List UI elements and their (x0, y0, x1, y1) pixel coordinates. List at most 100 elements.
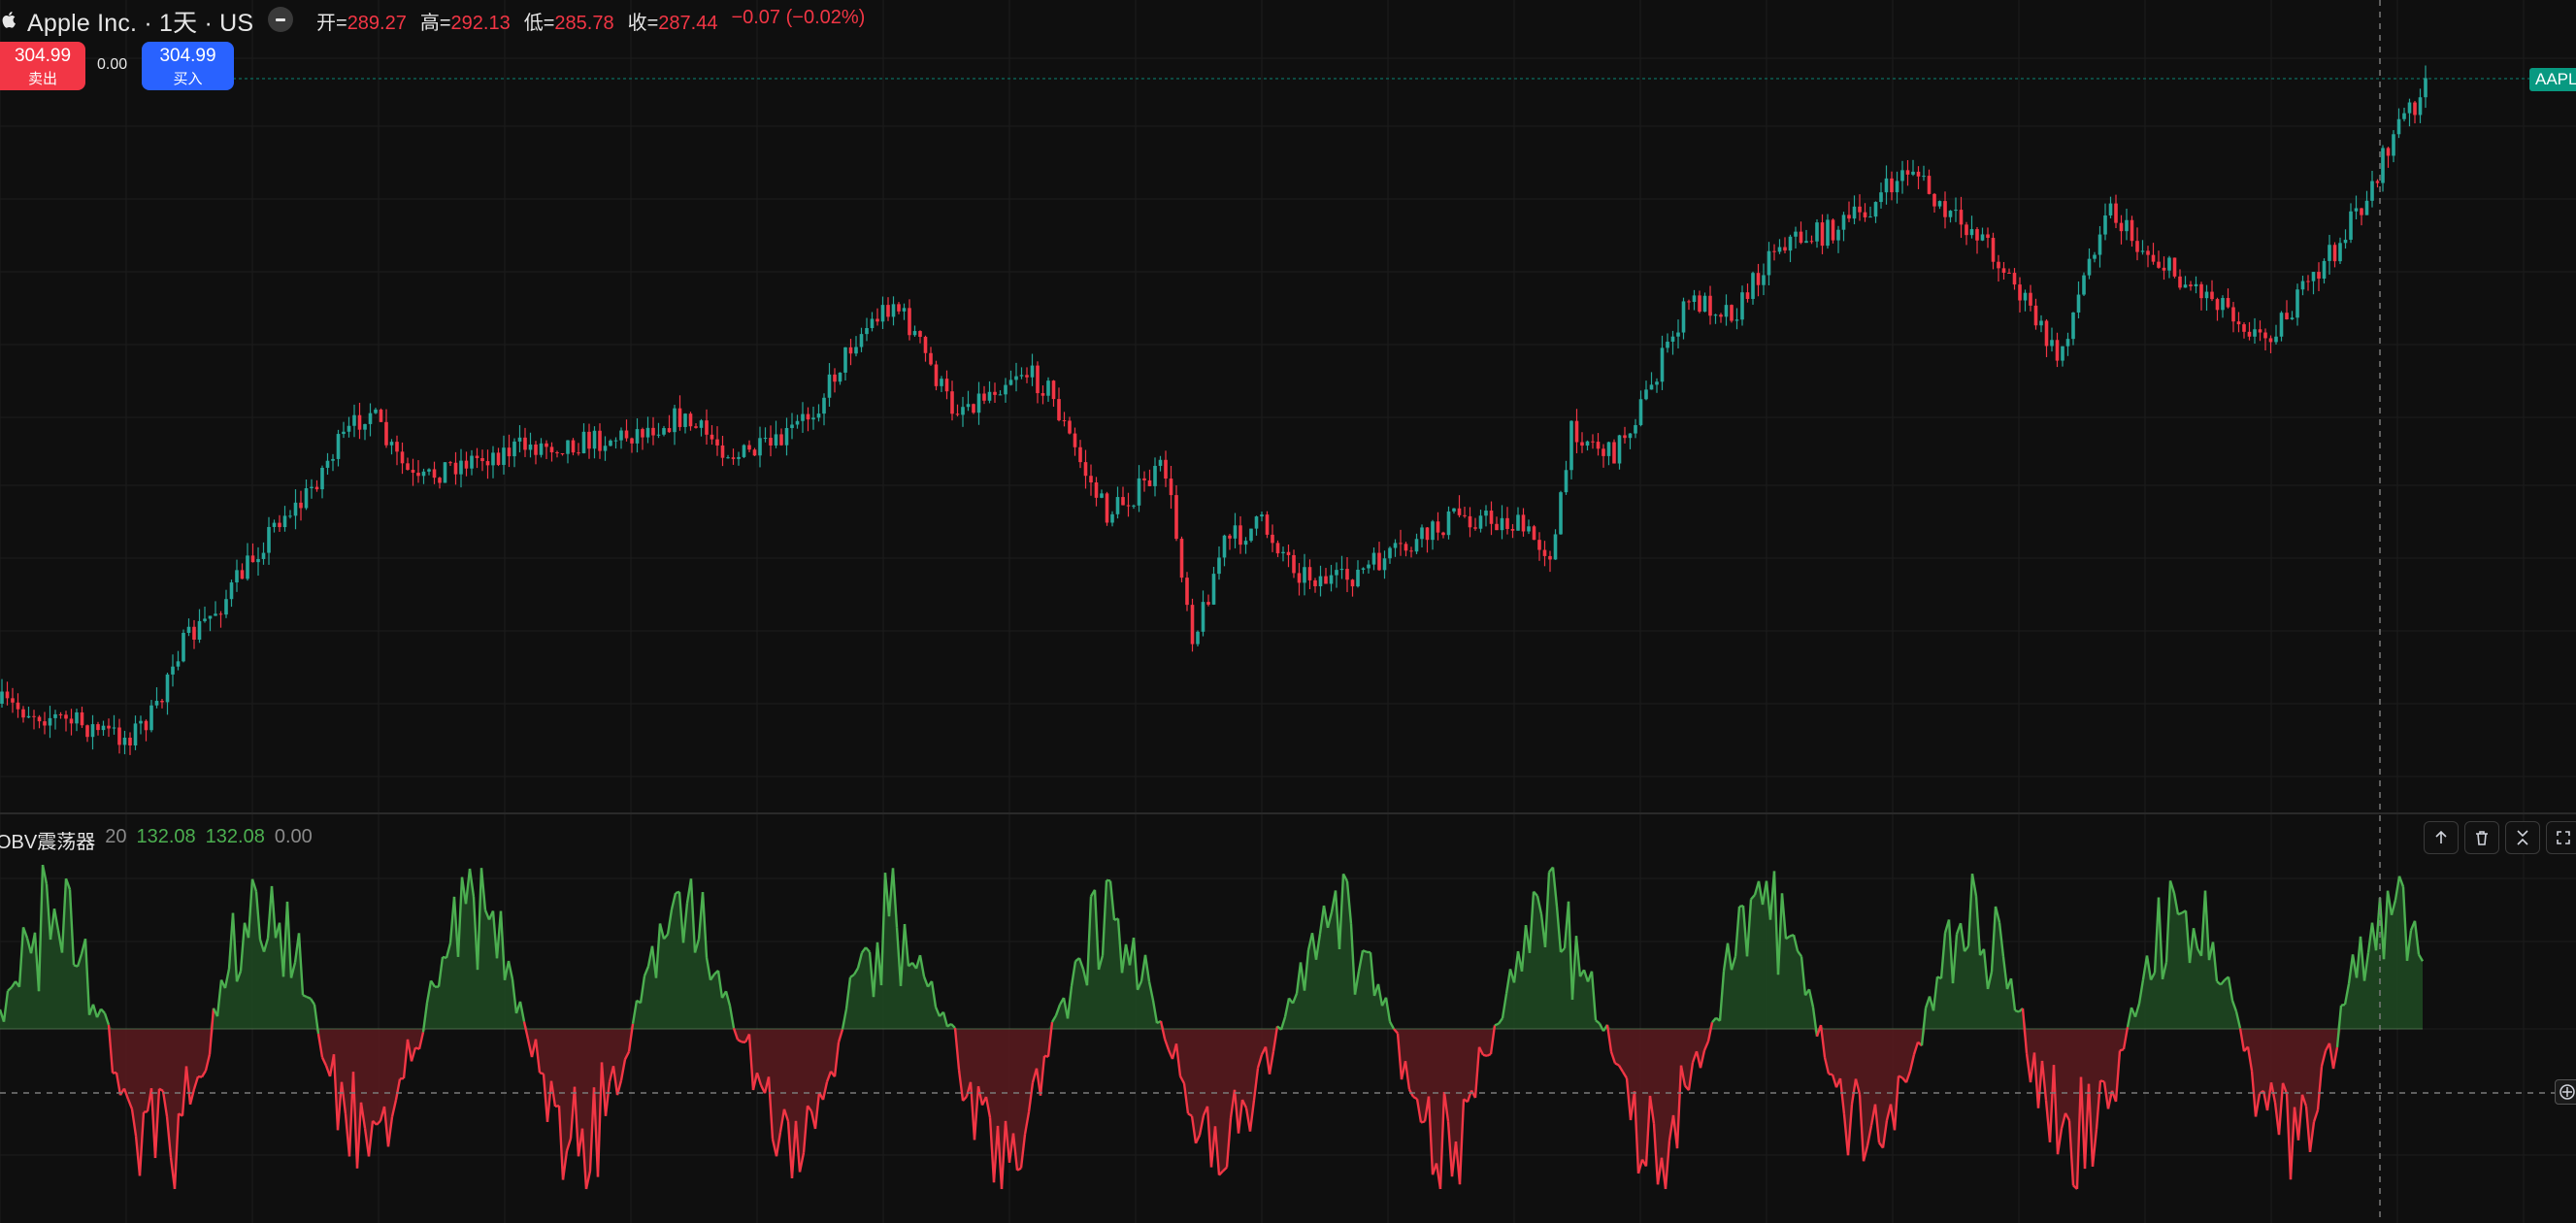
osc-segment (557, 1106, 565, 1180)
delete-pane-button[interactable] (2464, 821, 2499, 854)
osc-segment (2192, 928, 2199, 949)
candle (731, 448, 736, 465)
candle (976, 381, 981, 425)
osc-segment (1039, 1055, 1046, 1096)
candle (886, 297, 890, 321)
osc-segment (1384, 997, 1392, 1022)
candle (75, 709, 79, 732)
osc-segment (1772, 871, 1780, 975)
candle (400, 442, 405, 475)
buy-button[interactable]: 304.99 买入 (142, 42, 234, 90)
candle (1868, 206, 1872, 218)
candle (1692, 289, 1697, 311)
candle (64, 711, 68, 732)
osc-segment (666, 909, 674, 935)
candle (2061, 346, 2064, 367)
osc-segment (1252, 1068, 1260, 1101)
osc-segment (437, 956, 445, 987)
candle (2039, 314, 2043, 333)
osc-segment (1341, 873, 1349, 882)
osc-segment (153, 1088, 161, 1159)
indicator-value-2: 132.08 (205, 826, 265, 847)
candle (1713, 314, 1718, 324)
candle (149, 700, 153, 733)
add-alert-button[interactable] (2555, 1079, 2576, 1105)
candle (43, 711, 47, 735)
collapse-pane-button[interactable] (2505, 821, 2540, 854)
osc-segment (1664, 1140, 1671, 1190)
sell-button[interactable]: 304.99 卖出 (0, 42, 85, 90)
osc-segment (2374, 897, 2382, 951)
osc-segment (297, 933, 305, 996)
candle (613, 437, 618, 449)
osc-segment (1998, 922, 2005, 957)
last-price-tag[interactable]: AAPL (2529, 68, 2576, 91)
indicator-legend[interactable]: OBV震荡器 20 132.08 132.08 0.00 (0, 826, 313, 854)
candle (165, 672, 170, 715)
collapse-icon[interactable] (268, 7, 293, 32)
candle (1404, 542, 1408, 557)
osc-segment (161, 1090, 169, 1117)
osc-segment (464, 868, 472, 905)
osc-segment (545, 1080, 553, 1122)
candle (224, 589, 228, 618)
osc-segment (2230, 1000, 2238, 1012)
candle (769, 425, 773, 457)
candle (1382, 550, 1387, 579)
maximize-pane-button[interactable] (2546, 821, 2576, 854)
osc-segment (794, 1120, 802, 1173)
osc-segment (1101, 879, 1108, 956)
osc-segment (2122, 1026, 2130, 1050)
osc-segment (425, 980, 433, 1004)
osc-segment (1850, 1078, 1858, 1105)
candle (2386, 147, 2391, 168)
candle (1542, 541, 1547, 567)
candle (176, 650, 181, 671)
candle (1991, 232, 1996, 270)
candle (822, 393, 826, 426)
osc-segment (1932, 976, 1939, 1011)
osc-segment (807, 1105, 812, 1112)
candle (1585, 440, 1590, 451)
osc-segment (930, 980, 938, 1008)
candle (1233, 512, 1238, 548)
candle (2364, 190, 2369, 215)
candle (523, 427, 527, 457)
osc-segment (1174, 1043, 1182, 1076)
candle (1137, 465, 1141, 512)
candle (310, 479, 314, 499)
indicator-name[interactable]: OBV震荡器 (0, 832, 96, 853)
osc-segment (138, 1111, 146, 1176)
candle (2082, 272, 2086, 296)
candle (1132, 504, 1136, 510)
candle (1794, 226, 1798, 248)
osc-segment (2188, 928, 2196, 964)
candle (502, 435, 506, 475)
candle (69, 709, 74, 736)
osc-segment (2413, 920, 2421, 955)
candle (1804, 229, 1808, 244)
candle (2033, 298, 2038, 330)
candle (1169, 465, 1173, 510)
candle (843, 347, 847, 381)
move-pane-up-button[interactable] (2424, 821, 2459, 854)
osc-segment (1132, 937, 1139, 990)
symbol-title[interactable]: Apple Inc. · 1天 · US (27, 10, 254, 37)
osc-segment (41, 864, 49, 885)
osc-segment (1438, 1092, 1446, 1190)
osc-segment (1182, 1082, 1190, 1114)
osc-segment (953, 1027, 961, 1071)
candle (1206, 594, 1210, 607)
osc-segment (526, 1039, 534, 1058)
crosshair-plus-icon (2559, 1084, 2575, 1100)
osc-segment (258, 939, 266, 952)
candle (470, 449, 474, 476)
osc-segment (227, 912, 235, 970)
osc-segment (1811, 1007, 1819, 1037)
osc-segment (701, 891, 709, 958)
osc-segment (1964, 945, 1969, 952)
osc-segment (879, 873, 887, 986)
candle (2029, 284, 2032, 312)
candle (336, 429, 341, 467)
